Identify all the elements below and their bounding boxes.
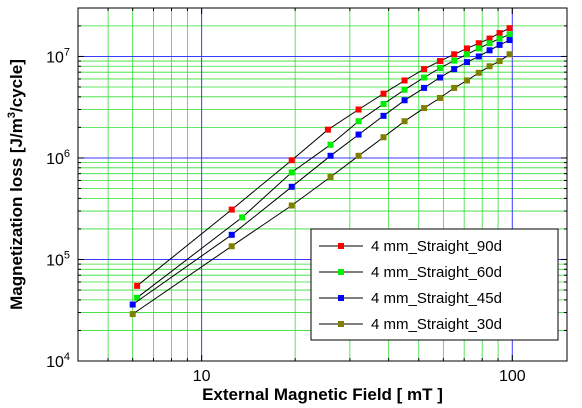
data-point [436, 58, 443, 65]
data-point [486, 63, 493, 70]
data-point [327, 141, 334, 148]
data-point [129, 301, 136, 308]
legend: 4 mm_Straight_90d 4 mm_Straight_60d 4 mm_S… [310, 228, 559, 341]
legend-marker [338, 243, 344, 249]
data-point [436, 74, 443, 81]
x-tick-label: 10 [193, 368, 211, 385]
data-point [421, 66, 428, 73]
data-point [464, 77, 471, 84]
data-point [324, 126, 331, 133]
x-tick-label: 100 [499, 368, 526, 385]
data-point [506, 25, 513, 32]
data-point [401, 77, 408, 84]
data-point [134, 282, 141, 289]
data-point [475, 45, 482, 52]
legend-marker [338, 269, 344, 275]
data-point [496, 35, 503, 42]
data-point [486, 40, 493, 47]
data-point [421, 105, 428, 112]
data-point [134, 294, 141, 301]
series-0 [134, 25, 513, 289]
data-point [327, 173, 334, 180]
data-point [496, 41, 503, 48]
y-axis-title: Magnetization loss [J/m3/cycle] [6, 59, 26, 310]
data-point [288, 157, 295, 164]
data-point [355, 152, 362, 159]
legend-box [310, 228, 559, 341]
data-point [380, 101, 387, 108]
legend-label: 4 mm_Straight_45d [371, 290, 502, 307]
data-point [401, 118, 408, 125]
data-point [486, 47, 493, 54]
series-2 [129, 37, 513, 308]
y-tick-label: 105 [46, 249, 70, 269]
axis-tick-labels: 10 100 104 105 106 107 [46, 46, 526, 385]
data-point [288, 183, 295, 190]
data-point [380, 112, 387, 119]
data-point [475, 69, 482, 76]
legend-marker [338, 321, 344, 327]
plot-frame [77, 7, 568, 362]
data-point [228, 206, 235, 213]
data-point [475, 40, 482, 47]
data-point [228, 231, 235, 238]
data-point [464, 59, 471, 66]
data-point [464, 45, 471, 52]
data-point [506, 31, 513, 38]
legend-label: 4 mm_Straight_30d [371, 316, 502, 333]
data-point [288, 202, 295, 209]
data-point [355, 131, 362, 138]
data-point [436, 64, 443, 71]
data-point [355, 106, 362, 113]
axis-ticks [77, 7, 567, 362]
y-tick-label: 107 [46, 46, 70, 66]
data-point [380, 90, 387, 97]
data-point [129, 311, 136, 318]
data-point [451, 51, 458, 58]
data-point [228, 243, 235, 250]
data-point [355, 118, 362, 125]
data-point [327, 152, 334, 159]
y-tick-label: 106 [46, 148, 70, 168]
data-point [380, 134, 387, 141]
data-point [451, 84, 458, 91]
y-tick-label: 104 [46, 351, 70, 371]
y-axis-title-post: /cycle] [7, 59, 26, 112]
legend-marker [338, 295, 344, 301]
data-point [506, 51, 513, 58]
y-axis-title-sup: 3 [6, 112, 18, 118]
data-point [496, 58, 503, 65]
data-point [401, 86, 408, 93]
data-point [486, 35, 493, 42]
data-point [421, 74, 428, 81]
legend-label: 4 mm_Straight_90d [371, 238, 502, 255]
x-axis-title: External Magnetic Field [ mT ] [202, 385, 443, 404]
data-point [401, 97, 408, 104]
y-axis-title-pre: Magnetization loss [J/m [7, 118, 26, 310]
series-layer [129, 25, 513, 318]
data-point [506, 37, 513, 44]
data-point [239, 214, 246, 221]
data-point [496, 30, 503, 37]
series-3 [129, 51, 513, 318]
data-point [421, 84, 428, 91]
data-point [436, 94, 443, 101]
legend-label: 4 mm_Straight_60d [371, 264, 502, 281]
data-point [451, 66, 458, 73]
data-point [288, 169, 295, 176]
series-1 [134, 31, 513, 301]
data-point [464, 51, 471, 58]
data-point [451, 57, 458, 64]
data-point [475, 53, 482, 60]
